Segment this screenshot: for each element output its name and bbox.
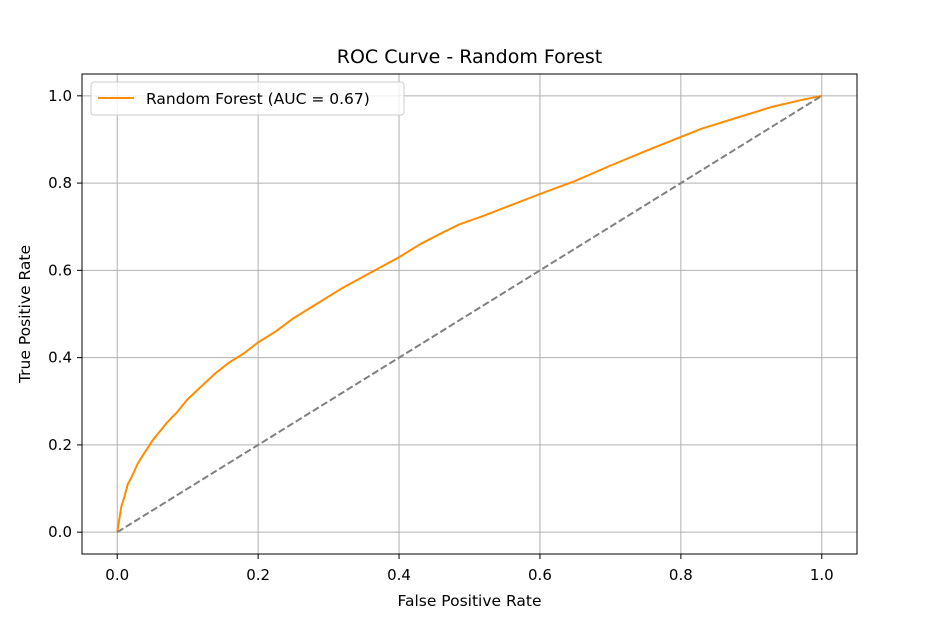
chance-diagonal-line (116, 94, 823, 534)
y-tick-label: 0.6 (48, 261, 72, 279)
grid (82, 74, 857, 554)
x-tick-label: 0.8 (669, 566, 693, 584)
chart-title: ROC Curve - Random Forest (337, 46, 602, 68)
y-tick-label: 0.8 (48, 174, 72, 192)
x-tick-label: 0.4 (387, 566, 411, 584)
roc-curve-line (116, 94, 822, 533)
y-tick-label: 0.4 (48, 349, 72, 367)
plot-series (116, 94, 823, 534)
x-tick-label: 0.6 (528, 566, 552, 584)
x-axis-label: False Positive Rate (397, 592, 541, 610)
x-tick-label: 0.2 (246, 566, 270, 584)
plot-frame (81, 73, 858, 555)
y-tick-label: 1.0 (48, 87, 72, 105)
legend-label: Random Forest (AUC = 0.67) (146, 90, 370, 108)
y-tick-label: 0.2 (48, 436, 72, 454)
legend-box (90, 81, 405, 116)
y-tick-label: 0.0 (48, 523, 72, 541)
legend: Random Forest (AUC = 0.67) (90, 81, 405, 116)
y-axis-label: True Positive Rate (16, 245, 34, 384)
x-tick-label: 1.0 (810, 566, 834, 584)
x-tick-label: 0.0 (105, 566, 129, 584)
axis-ticks: 0.0 0.2 0.4 0.6 0.8 1.0 0.0 0.2 0.4 0.6 0.8 1.0 (48, 87, 834, 584)
